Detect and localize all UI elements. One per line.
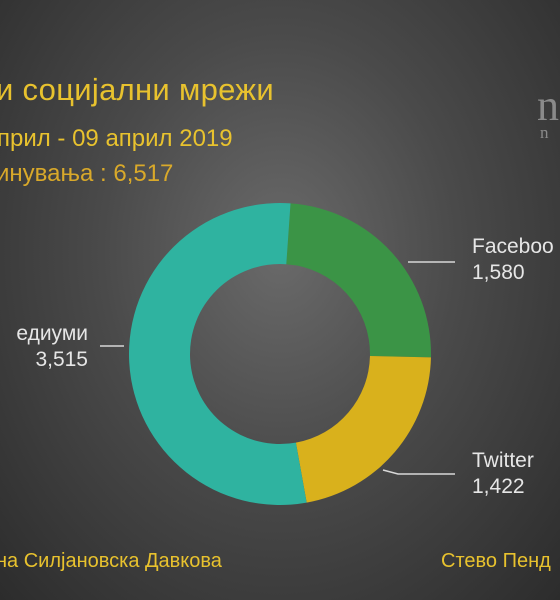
credit-right: Стево Пенд (441, 550, 551, 572)
label-twitter: Twitter 1,422 (472, 448, 534, 500)
label-media: едиуми 3,515 (0, 321, 88, 373)
label-facebook: Faceboo 1,580 (472, 234, 554, 286)
chart-title: и социјални мрежи (0, 72, 274, 107)
slice-media (128, 203, 307, 505)
logo-mark: n (537, 81, 559, 130)
leader-twitter (382, 469, 455, 475)
label-twitter-value: 1,422 (472, 475, 525, 498)
logo-subtext: n (540, 123, 552, 142)
slice-twitter (295, 356, 431, 503)
label-twitter-name: Twitter (472, 449, 534, 472)
credit-left: на Силјановска Давкова (0, 550, 222, 572)
slice-facebook (286, 203, 431, 358)
label-media-value: 3,515 (35, 348, 88, 371)
label-facebook-name: Faceboo (472, 235, 554, 258)
label-media-name: едиуми (16, 322, 88, 345)
total-mentions: инувања : 6,517 (0, 160, 174, 187)
label-facebook-value: 1,580 (472, 261, 525, 284)
date-range: прил - 09 април 2019 (0, 125, 233, 152)
